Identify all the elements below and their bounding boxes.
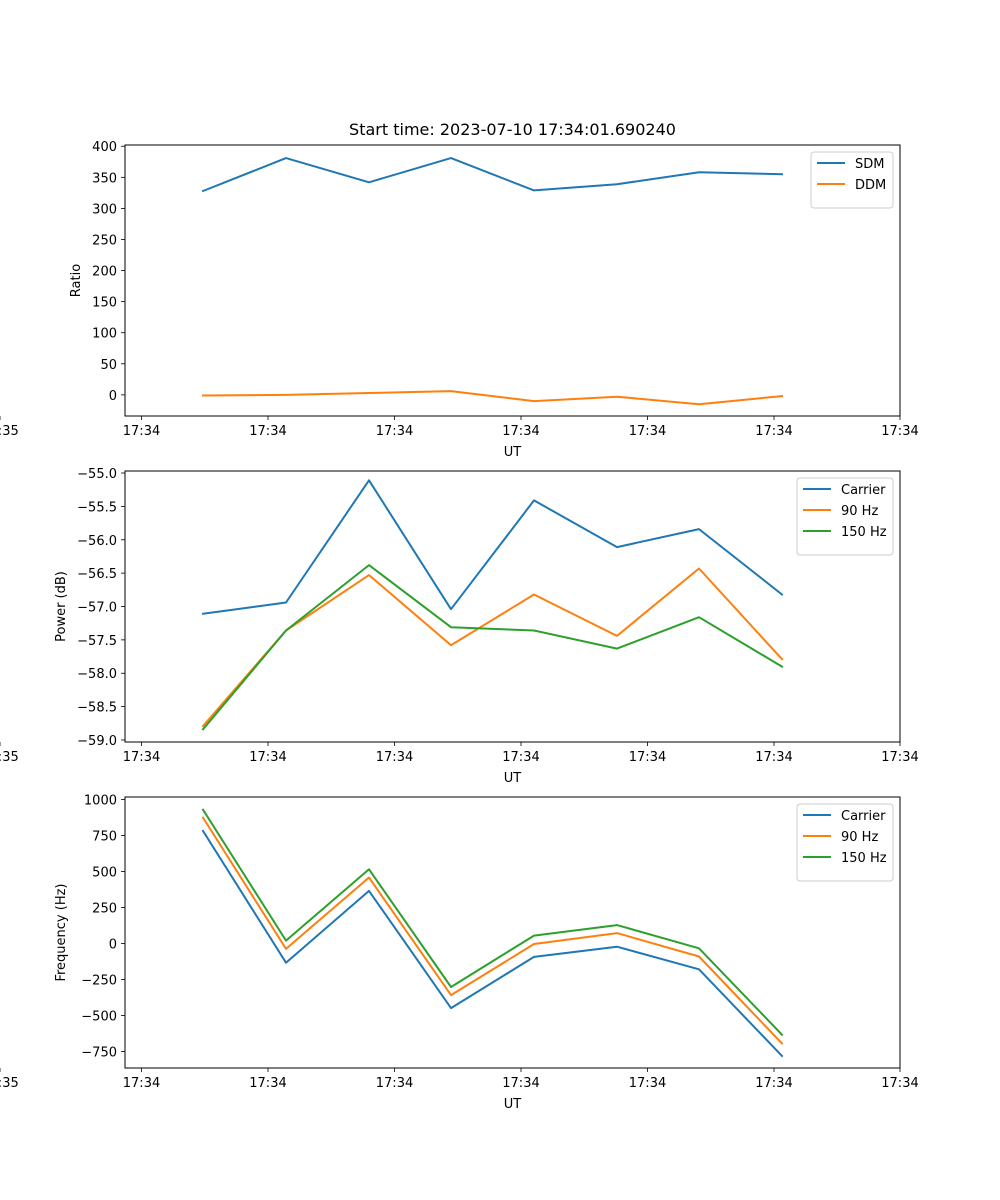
x-tick-label: 17:35 [0,424,19,439]
x-tick-label: 17:34 [755,424,792,439]
x-tick-label: 17:34 [502,424,539,439]
y-tick-label: −55.0 [77,467,117,482]
x-tick-label: 17:34 [249,1076,286,1091]
series-line-150-hz [201,564,784,731]
legend-label: 150 Hz [841,525,887,540]
x-tick-label: 17:34 [376,750,413,765]
y-tick-label: −56.5 [77,567,117,582]
x-tick-label: 17:34 [123,424,160,439]
x-axis-label: UT [504,1097,522,1112]
chart-panel-2: 17:34 17:34 17:34 17:34 17:34 17:34 17:34 17:35… [0,467,919,786]
x-tick-label: 17:34 [881,1076,918,1091]
series-line-90-hz [201,816,784,1045]
x-tick-label: 17:34 [123,1076,160,1091]
y-tick-label: 200 [92,265,117,280]
legend-label: Carrier [841,483,886,498]
legend-frame [810,151,894,209]
y-axis-label: Frequency (Hz) [54,883,69,981]
y-tick-label: −59.0 [77,734,117,749]
y-tick-label: 100 [92,327,117,342]
y-tick-label: −500 [81,1010,117,1025]
x-tick-label: 17:34 [629,1076,666,1091]
x-tick-label: 17:34 [629,424,666,439]
y-tick-label: 300 [92,202,117,217]
y-tick-label: −57.5 [77,634,117,649]
x-tick-label: 17:34 [881,424,918,439]
y-tick-label: 400 [92,140,117,155]
x-tick-label: 17:34 [249,424,286,439]
legend: Carrier 90 Hz 150 Hz [796,477,894,556]
chart-panel-1: 17:34 17:34 17:34 17:34 17:34 17:34 17:34 17:35… [0,140,919,460]
legend-label: 90 Hz [841,504,878,519]
axes-frame [124,796,901,1069]
y-tick-label: 0 [109,389,117,404]
y-tick-label: 350 [92,171,117,186]
legend: Carrier 90 Hz 150 Hz [796,803,894,882]
y-tick-label: −56.0 [77,534,117,549]
chart-panel-3: 17:34 17:34 17:34 17:34 17:34 17:34 17:34 17:35… [0,793,919,1112]
legend-label: 90 Hz [841,830,878,845]
series-line-90-hz [201,567,784,728]
y-tick-label: 500 [92,865,117,880]
legend-label: DDM [855,178,886,193]
y-tick-label: −58.5 [77,701,117,716]
y-tick-label: 250 [92,902,117,917]
y-tick-label: 50 [100,358,117,373]
series-line-carrier [201,479,784,615]
legend-label: SDM [855,157,884,172]
legend-label: Carrier [841,809,886,824]
y-tick-label: 0 [109,938,117,953]
x-tick-label: 17:34 [376,424,413,439]
x-tick-label: 17:35 [0,750,19,765]
series-line-ddm [201,390,784,406]
x-tick-label: 17:34 [502,750,539,765]
x-tick-label: 17:34 [755,1076,792,1091]
legend-frame [796,803,894,882]
x-axis-label: UT [504,771,522,786]
chart-title: Start time: 2023-07-10 17:34:01.690240 [349,120,676,139]
x-tick-label: 17:34 [755,750,792,765]
legend: SDM DDM [810,151,894,209]
series-line-sdm [201,157,784,193]
y-tick-label: −55.5 [77,500,117,515]
x-tick-label: 17:34 [249,750,286,765]
y-axis-label: Power (dB) [54,571,69,642]
y-tick-label: 1000 [84,793,117,808]
y-tick-label: −58.0 [77,667,117,682]
x-tick-label: 17:34 [629,750,666,765]
legend-label: 150 Hz [841,851,887,866]
y-tick-label: −750 [81,1046,117,1061]
legend-frame [796,477,894,556]
series-line-150-hz [201,808,784,1037]
x-tick-label: 17:34 [502,1076,539,1091]
y-tick-label: 250 [92,233,117,248]
y-axis-label: Ratio [69,264,84,297]
y-tick-label: 750 [92,829,117,844]
x-tick-label: 17:34 [376,1076,413,1091]
x-tick-label: 17:35 [0,1076,19,1091]
y-tick-label: −250 [81,974,117,989]
y-tick-label: −57.0 [77,601,117,616]
y-tick-label: 150 [92,296,117,311]
axes-frame [124,144,901,417]
x-tick-label: 17:34 [123,750,160,765]
series-line-carrier [201,829,784,1058]
x-axis-label: UT [504,445,522,460]
panels: 17:34 17:34 17:34 17:34 17:34 17:34 17:34 17:35… [0,140,919,1112]
x-tick-label: 17:34 [881,750,918,765]
